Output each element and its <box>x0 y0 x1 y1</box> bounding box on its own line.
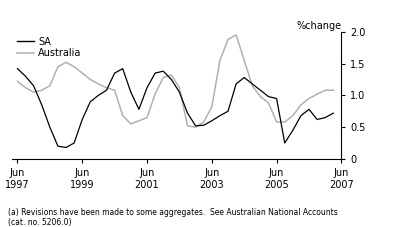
Text: %change: %change <box>296 20 341 30</box>
Legend: SA, Australia: SA, Australia <box>17 37 81 58</box>
Text: (a) Revisions have been made to some aggregates.  See Australian National Accoun: (a) Revisions have been made to some agg… <box>8 208 338 227</box>
